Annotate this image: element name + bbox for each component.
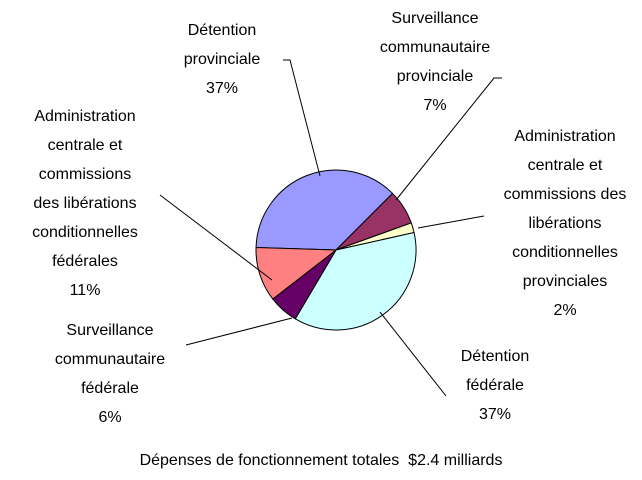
slice-label: Administration centrale et commissions d… (32, 108, 138, 270)
value-label: 11% (69, 282, 101, 299)
slice-label: Surveillance communautaire provinciale (379, 10, 491, 85)
leader-line (395, 77, 502, 201)
slice-label: Surveillance communautaire fédérale (54, 322, 166, 397)
leader-line (379, 311, 447, 397)
caption: Dépenses de fonctionnement totales $2.4 … (139, 452, 503, 469)
leader-line (185, 317, 293, 346)
leader-line (283, 59, 321, 177)
pie-slice (255, 169, 394, 251)
value-label: 7% (423, 97, 447, 114)
pie-slice (255, 246, 338, 300)
value-label: 2% (553, 302, 577, 319)
value-label: 37% (478, 406, 512, 423)
slice-label: Détention provinciale (183, 22, 261, 68)
slice-label: Détention fédérale (460, 348, 530, 394)
leader-line (159, 194, 273, 281)
pie-slice (294, 231, 417, 331)
leader-line (417, 215, 485, 229)
slice-label: Administration centrale et commissions d… (503, 128, 627, 290)
value-label: 37% (205, 80, 239, 97)
value-label: 6% (98, 409, 122, 426)
